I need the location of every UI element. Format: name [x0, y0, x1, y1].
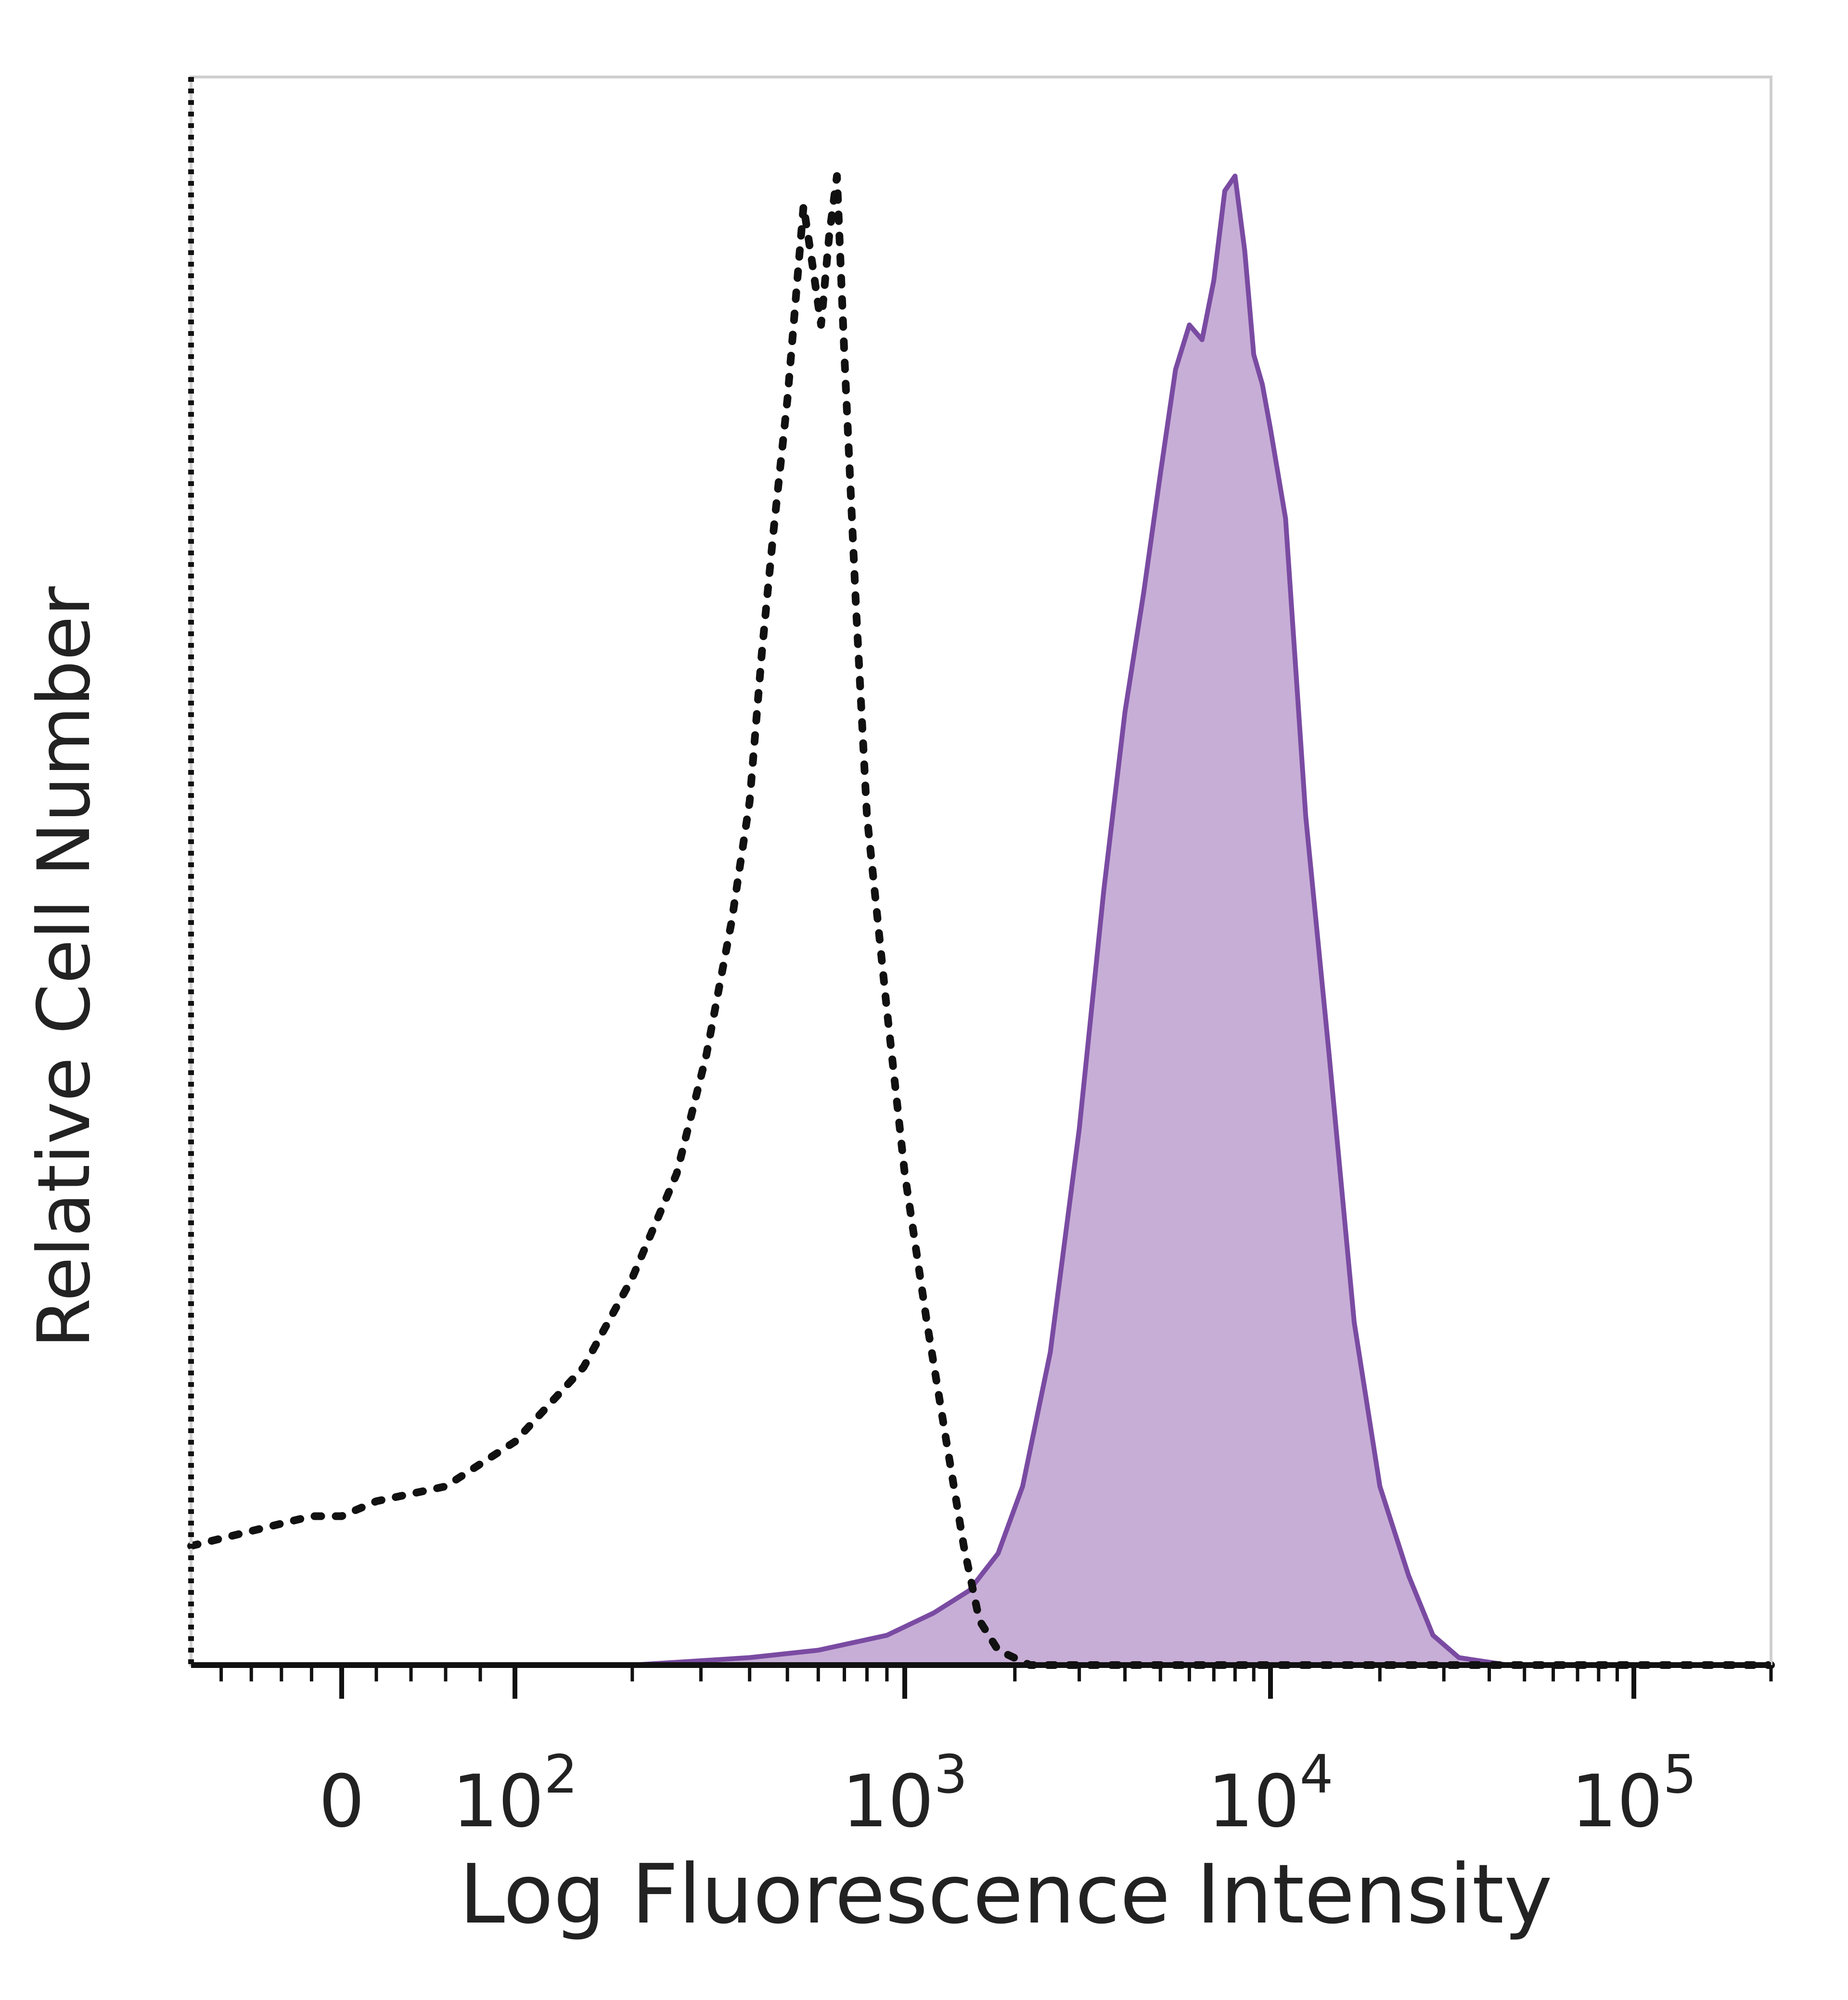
- x-tick-label-0-base: 0: [319, 1760, 364, 1844]
- y-axis-title: Relative Cell Number: [23, 586, 106, 1348]
- x-tick-label-4-exponent: 5: [1663, 1744, 1696, 1805]
- series-layer: [187, 172, 1775, 1669]
- x-tick-label-2-base: 10: [842, 1760, 934, 1844]
- x-tick-label-1-base: 10: [452, 1760, 544, 1844]
- x-tick-label-3-base: 10: [1208, 1760, 1300, 1844]
- x-tick-label-4: 105: [1571, 1744, 1697, 1844]
- x-tick-label-1-exponent: 2: [544, 1744, 578, 1805]
- x-tick-layer: 0 102 103 104 105: [219, 1665, 1773, 1844]
- series-1-line: [191, 173, 1771, 1667]
- x-tick-label-2: 103: [842, 1744, 968, 1844]
- x-tick-label-3: 104: [1208, 1744, 1334, 1844]
- x-tick-label-4-base: 10: [1571, 1760, 1663, 1844]
- x-axis-title: Log Fluorescence Intensity: [459, 1847, 1553, 1942]
- series-0-line: [187, 172, 1775, 1669]
- plot-frame: [190, 76, 1772, 1667]
- x-tick-label-3-exponent: 4: [1299, 1744, 1333, 1805]
- series-1-area: [191, 176, 1771, 1666]
- x-tick-label-1: 102: [452, 1744, 578, 1844]
- x-tick-label-0: 0: [319, 1760, 364, 1844]
- x-tick-label-2-exponent: 3: [934, 1744, 967, 1805]
